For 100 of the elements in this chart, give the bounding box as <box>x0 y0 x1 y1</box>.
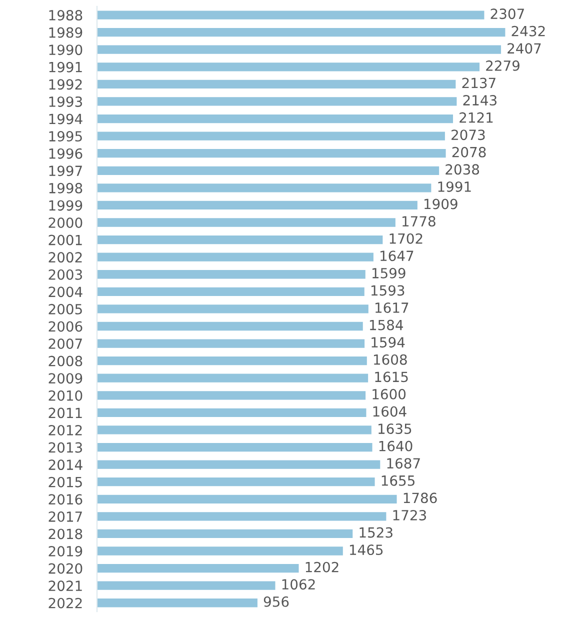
y-tick-label: 1990 <box>49 44 82 56</box>
y-tick-label: 2021 <box>48 580 82 592</box>
y-tick-label: 2009 <box>48 373 82 384</box>
y-tick-label: 2003 <box>48 269 82 280</box>
bar <box>97 339 365 348</box>
y-tick-label: 2000 <box>48 217 82 228</box>
bar <box>97 45 502 54</box>
data-label: 2279 <box>486 60 520 71</box>
bar <box>97 564 299 573</box>
bar <box>97 408 366 418</box>
bar <box>97 442 372 452</box>
bar <box>97 304 368 314</box>
data-label: 2078 <box>452 146 486 158</box>
y-tick-label: 1988 <box>49 10 82 21</box>
bar <box>97 322 363 331</box>
data-label: 1465 <box>350 544 383 556</box>
data-label: 1062 <box>282 579 315 590</box>
data-label: 1615 <box>375 372 408 382</box>
y-tick-label: 2008 <box>48 356 82 366</box>
data-label: 1599 <box>372 268 406 278</box>
y-tick-label: 1998 <box>49 182 82 194</box>
bar <box>97 97 457 106</box>
data-label: 2407 <box>508 43 541 54</box>
y-tick-label: 2006 <box>48 321 82 332</box>
bar <box>97 287 364 296</box>
bar <box>97 10 484 20</box>
y-tick-label: 2012 <box>48 424 82 436</box>
data-label: 1778 <box>402 216 436 227</box>
y-tick-label: 2007 <box>48 338 82 350</box>
data-label: 1723 <box>393 510 426 520</box>
bar <box>97 218 396 227</box>
data-label: 956 <box>264 596 289 607</box>
y-tick-label: 2005 <box>48 304 82 314</box>
bar <box>97 546 343 556</box>
bar <box>97 391 366 400</box>
data-label: 1687 <box>387 458 420 469</box>
data-label: 2432 <box>512 26 545 36</box>
y-tick-label: 2010 <box>48 390 82 401</box>
data-label: 2073 <box>452 130 485 140</box>
bar <box>97 114 454 124</box>
bar <box>97 62 480 72</box>
data-label: 2137 <box>462 78 496 88</box>
y-tick-label: 2022 <box>48 598 82 608</box>
y-tick-label: 1992 <box>49 79 82 90</box>
data-label: 1523 <box>360 527 392 538</box>
data-label: 1608 <box>374 354 407 365</box>
data-label: 1655 <box>382 475 414 486</box>
y-tick-label: 2015 <box>48 476 82 488</box>
y-tick-label: 2013 <box>48 442 82 453</box>
bar <box>97 184 432 192</box>
data-label: 2307 <box>490 8 524 20</box>
data-label: 1584 <box>370 320 403 330</box>
y-tick-label: 2011 <box>48 408 82 418</box>
bar <box>97 426 372 434</box>
data-label: 2121 <box>460 112 493 123</box>
bar <box>97 132 445 140</box>
bar <box>97 252 374 262</box>
data-label: 2038 <box>446 164 480 175</box>
bar <box>97 356 367 366</box>
bar <box>97 512 386 521</box>
y-tick-label: 2001 <box>48 234 82 246</box>
y-tick-label: 1993 <box>49 96 82 107</box>
data-label: 1635 <box>378 424 412 434</box>
bar <box>97 478 375 486</box>
data-label: 1909 <box>424 198 458 210</box>
y-tick-label: 1991 <box>49 62 82 72</box>
bar <box>97 149 446 158</box>
bar <box>97 270 366 279</box>
y-tick-label: 1997 <box>49 166 82 176</box>
data-label: 1647 <box>380 250 414 262</box>
y-tick-label: 1995 <box>49 131 82 142</box>
y-tick-label: 2017 <box>48 511 82 522</box>
y-tick-label: 2002 <box>48 252 82 263</box>
bar <box>97 529 353 538</box>
data-label: 1604 <box>373 406 406 417</box>
bar <box>97 80 456 89</box>
bar <box>97 494 397 504</box>
data-label: 1702 <box>390 233 422 244</box>
bar <box>97 598 258 608</box>
bar <box>97 166 440 175</box>
data-label: 1600 <box>372 388 406 400</box>
y-tick-label: 1999 <box>49 200 82 211</box>
bar <box>97 460 380 469</box>
bar <box>97 28 506 37</box>
y-tick-label: 2020 <box>48 563 82 574</box>
y-tick-label: 2019 <box>48 546 82 556</box>
y-tick-label: 2004 <box>48 286 82 298</box>
y-tick-label: 1989 <box>49 27 82 38</box>
y-tick-label: 1994 <box>49 114 82 124</box>
data-label: 1202 <box>306 562 338 572</box>
bar <box>97 235 383 244</box>
data-label: 1640 <box>379 440 412 452</box>
bar <box>97 374 368 382</box>
data-label: 1786 <box>404 492 437 504</box>
y-tick-label: 2018 <box>48 528 82 540</box>
data-label: 1594 <box>372 337 405 348</box>
data-label: 2143 <box>463 95 496 106</box>
data-label: 1991 <box>438 181 471 192</box>
y-tick-label: 2014 <box>48 460 82 470</box>
y-tick-label: 1996 <box>49 148 82 159</box>
